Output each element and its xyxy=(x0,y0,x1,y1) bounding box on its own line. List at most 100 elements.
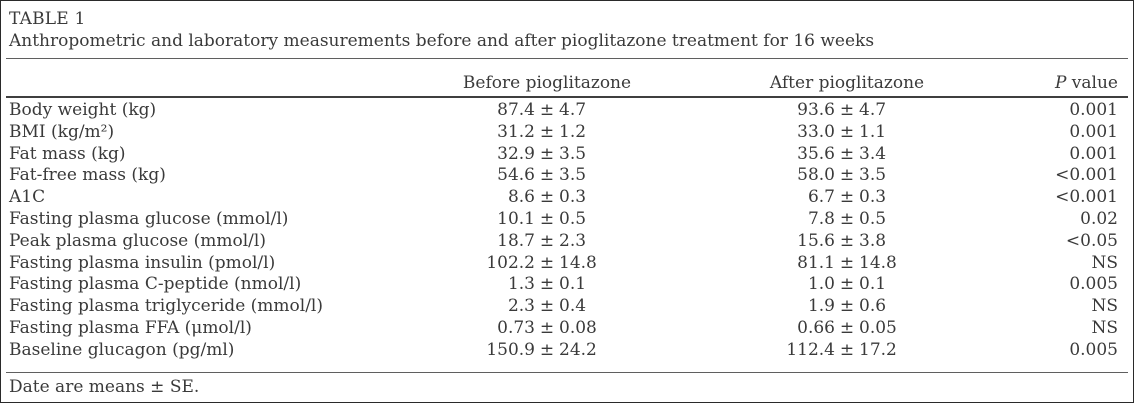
plus-minus-sign: ± xyxy=(839,296,855,317)
cell-before-se: 14.8 xyxy=(559,252,597,273)
cell-parameter: A1C xyxy=(9,187,46,208)
plus-minus-sign: ± xyxy=(539,317,555,338)
plus-minus-sign: ± xyxy=(539,274,555,295)
cell-after-mean: 58.0 xyxy=(797,165,835,186)
cell-after-mean: 1.0 xyxy=(807,274,835,295)
cell-after-mean: 6.7 xyxy=(807,187,835,208)
cell-before-se: 0.1 xyxy=(559,274,587,295)
plus-minus-sign: ± xyxy=(839,187,855,208)
cell-after-se: 0.3 xyxy=(859,187,887,208)
cell-before-mean: 1.3 xyxy=(507,274,535,295)
cell-parameter: Body weight (kg) xyxy=(9,100,157,120)
cell-after-mean: 7.8 xyxy=(807,208,835,229)
cell-before-se: 0.08 xyxy=(559,317,597,338)
cell-before-se: 0.4 xyxy=(559,296,587,317)
table-caption: TABLE 1 Anthropometric and laboratory me… xyxy=(1,1,1133,53)
cell-p-value: 0.005 xyxy=(1069,274,1118,295)
plus-minus-sign: ± xyxy=(539,208,555,229)
table-row: Fasting plasma insulin (pmol/l) 102.2 ± … xyxy=(1,253,1133,275)
table-footnote: Date are means ± SE. xyxy=(9,376,200,397)
cell-before-mean: 102.2 xyxy=(486,252,535,273)
cell-before-mean: 32.9 xyxy=(497,143,535,164)
cell-after-mean: 0.66 xyxy=(797,317,835,338)
table-body: Body weight (kg) 87.4 ± 4.7 93.6 ± 4.7 0… xyxy=(1,98,1133,367)
cell-parameter: Peak plasma glucose (mmol/l) xyxy=(9,230,266,251)
cell-after-se: 4.7 xyxy=(859,100,887,120)
cell-p-value: 0.001 xyxy=(1069,143,1118,164)
column-gap xyxy=(635,100,745,122)
cell-before-se: 2.3 xyxy=(559,230,587,251)
plus-minus-sign: ± xyxy=(839,143,855,164)
cell-after-mean: 93.6 xyxy=(797,100,835,120)
cell-before-mean: 2.3 xyxy=(507,296,535,317)
plus-minus-sign: ± xyxy=(539,296,555,317)
plus-minus-sign: ± xyxy=(539,100,555,120)
plus-minus-sign: ± xyxy=(539,165,555,186)
cell-before-mean: 87.4 xyxy=(497,100,535,120)
column-gap xyxy=(635,187,745,209)
cell-after-se: 0.05 xyxy=(859,317,897,338)
table-title: TABLE 1 xyxy=(9,9,86,29)
cell-before-mean: 18.7 xyxy=(497,230,535,251)
divider-bottom xyxy=(6,371,1128,373)
column-gap xyxy=(635,296,745,318)
plus-minus-sign: ± xyxy=(839,165,855,186)
column-gap xyxy=(635,274,745,296)
cell-parameter: Fasting plasma FFA (μmol/l) xyxy=(9,317,252,338)
cell-before-mean: 54.6 xyxy=(497,165,535,186)
cell-after-se: 0.1 xyxy=(859,274,887,295)
cell-parameter: Fat mass (kg) xyxy=(9,143,126,164)
table-row: BMI (kg/m²) 31.2 ± 1.2 33.0 ± 1.1 0.001 xyxy=(1,122,1133,144)
cell-before-mean: 150.9 xyxy=(486,339,535,360)
plus-minus-sign: ± xyxy=(539,187,555,208)
table-row: Fat-free mass (kg) 54.6 ± 3.5 58.0 ± 3.5… xyxy=(1,165,1133,187)
table-row: Fasting plasma triglyceride (mmol/l) 2.3… xyxy=(1,296,1133,318)
cell-before-mean: 0.73 xyxy=(497,317,535,338)
table-subtitle: Anthropometric and laboratory measuremen… xyxy=(9,31,875,51)
cell-after-se: 0.6 xyxy=(859,296,887,317)
cell-p-value: 0.02 xyxy=(1080,208,1118,229)
cell-parameter: BMI (kg/m²) xyxy=(9,121,115,142)
p-symbol: P xyxy=(1054,73,1067,93)
table-row: Fat mass (kg) 32.9 ± 3.5 35.6 ± 3.4 0.00… xyxy=(1,144,1133,166)
cell-after-se: 0.5 xyxy=(859,208,887,229)
cell-before-mean: 10.1 xyxy=(497,208,535,229)
cell-after-mean: 112.4 xyxy=(786,339,835,360)
table-row: Body weight (kg) 87.4 ± 4.7 93.6 ± 4.7 0… xyxy=(1,100,1133,122)
cell-after-mean: 1.9 xyxy=(807,296,835,317)
table-row: Fasting plasma C-peptide (nmol/l) 1.3 ± … xyxy=(1,274,1133,296)
cell-after-se: 1.1 xyxy=(859,121,887,142)
plus-minus-sign: ± xyxy=(539,121,555,142)
cell-parameter: Fat-free mass (kg) xyxy=(9,165,166,186)
cell-p-value: 0.001 xyxy=(1069,121,1118,142)
cell-parameter: Fasting plasma triglyceride (mmol/l) xyxy=(9,296,323,317)
table-row: A1C 8.6 ± 0.3 6.7 ± 0.3 <0.001 xyxy=(1,187,1133,209)
column-header-row: Before pioglitazone After pioglitazone P… xyxy=(1,59,1133,96)
table-row: Peak plasma glucose (mmol/l) 18.7 ± 2.3 … xyxy=(1,231,1133,253)
cell-after-mean: 33.0 xyxy=(797,121,835,142)
plus-minus-sign: ± xyxy=(839,208,855,229)
cell-after-se: 3.5 xyxy=(859,165,887,186)
column-header-p-value: P value xyxy=(935,73,1118,93)
cell-after-se: 14.8 xyxy=(859,252,897,273)
cell-before-se: 4.7 xyxy=(559,100,587,120)
column-gap xyxy=(635,253,745,275)
cell-after-mean: 15.6 xyxy=(797,230,835,251)
cell-after-mean: 81.1 xyxy=(797,252,835,273)
cell-before-mean: 31.2 xyxy=(497,121,535,142)
p-value-word: value xyxy=(1066,73,1118,93)
cell-p-value: <0.001 xyxy=(1055,165,1118,186)
cell-before-se: 3.5 xyxy=(559,143,587,164)
table-row: Fasting plasma glucose (mmol/l) 10.1 ± 0… xyxy=(1,209,1133,231)
cell-before-se: 3.5 xyxy=(559,165,587,186)
cell-p-value: 0.001 xyxy=(1069,100,1118,120)
plus-minus-sign: ± xyxy=(839,121,855,142)
cell-parameter: Baseline glucagon (pg/ml) xyxy=(9,339,235,360)
column-gap xyxy=(635,209,745,231)
cell-p-value: 0.005 xyxy=(1069,339,1118,360)
column-gap xyxy=(635,231,745,253)
cell-before-se: 0.5 xyxy=(559,208,587,229)
cell-parameter: Fasting plasma glucose (mmol/l) xyxy=(9,208,289,229)
divider-header xyxy=(6,96,1128,98)
